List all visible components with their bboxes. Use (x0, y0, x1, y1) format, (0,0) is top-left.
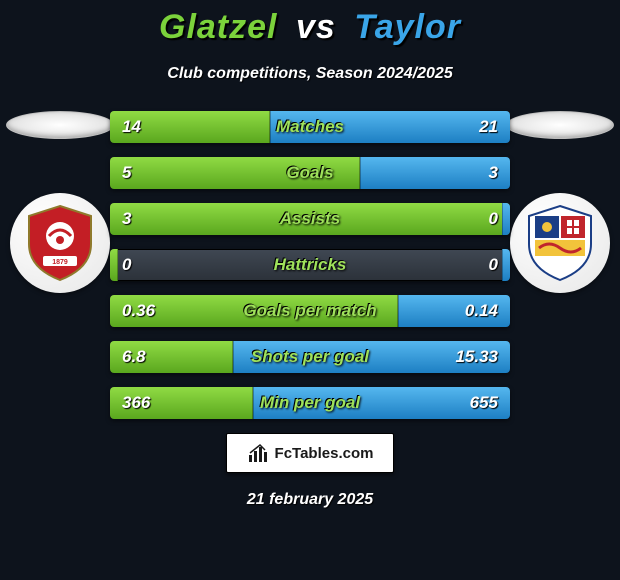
stat-label: Goals (110, 157, 510, 189)
brand-chart-icon (247, 442, 269, 464)
vs-text: vs (296, 8, 336, 46)
swindon-crest-icon: 1879 (25, 204, 95, 282)
subtitle: Club competitions, Season 2024/2025 (0, 65, 620, 83)
player1-club-badge: 1879 (10, 193, 110, 293)
footer-date: 21 february 2025 (0, 491, 620, 509)
brand-text: FcTables.com (275, 445, 374, 462)
player2-name: Taylor (354, 8, 461, 46)
stat-label: Shots per goal (110, 341, 510, 373)
aldershot-crest-icon (525, 204, 595, 282)
stat-label: Min per goal (110, 387, 510, 419)
stat-row: 0.360.14Goals per match (110, 295, 510, 327)
stat-row: 53Goals (110, 157, 510, 189)
stat-bars: 1421Matches 53Goals 30Assists 00Hattricks 0.… (110, 111, 510, 419)
brand-badge: FcTables.com (226, 433, 394, 473)
svg-text:1879: 1879 (52, 259, 68, 266)
player1-avatar-placeholder (6, 111, 114, 139)
player2-avatar-placeholder (506, 111, 614, 139)
stat-row: 30Assists (110, 203, 510, 235)
left-column: 1879 (0, 111, 120, 293)
stat-row: 366655Min per goal (110, 387, 510, 419)
stat-label: Goals per match (110, 295, 510, 327)
player2-club-badge (510, 193, 610, 293)
stat-row: 1421Matches (110, 111, 510, 143)
stat-label: Hattricks (110, 249, 510, 281)
stat-row: 6.815.33Shots per goal (110, 341, 510, 373)
comparison-title: Glatzel vs Taylor (0, 0, 620, 47)
stat-row: 00Hattricks (110, 249, 510, 281)
stat-label: Assists (110, 203, 510, 235)
right-column (500, 111, 620, 293)
player1-name: Glatzel (159, 8, 277, 46)
stage: 1879 1421Matches 53Goals 30Assists 00Hattri… (0, 111, 620, 419)
stat-label: Matches (110, 111, 510, 143)
